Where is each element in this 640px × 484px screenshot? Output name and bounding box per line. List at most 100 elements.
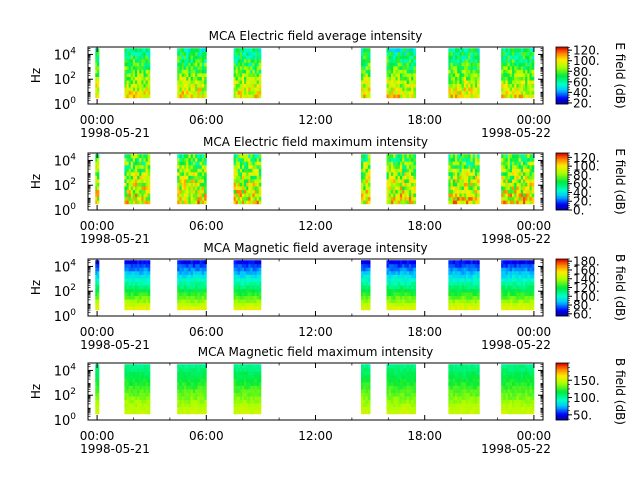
spectrogram-cell: [368, 410, 371, 414]
data-interval-block: [361, 154, 371, 204]
spectrogram-cell: [97, 303, 99, 307]
spectrogram-cell: [204, 52, 207, 56]
data-interval-block: [234, 260, 262, 310]
spectrogram-cell: [97, 385, 99, 389]
chart-title: MCA Magnetic field maximum intensity: [198, 345, 434, 359]
spectrogram-cell: [368, 303, 371, 307]
spectrogram-cell: [361, 59, 364, 63]
spectrogram-cell: [148, 267, 151, 271]
spectrogram-cell: [413, 172, 416, 176]
spectrogram-cell: [97, 179, 99, 183]
spectrogram-cell: [259, 80, 262, 84]
spectrogram-cell: [368, 292, 371, 296]
spectrogram-cell: [97, 62, 99, 66]
spectrogram-cell: [361, 52, 364, 56]
spectrogram-cell: [204, 158, 207, 162]
spectrogram-cell: [361, 80, 364, 84]
spectrogram-cell: [148, 393, 151, 397]
spectrogram-cell: [204, 66, 207, 70]
spectrogram-cell: [363, 292, 366, 296]
spectrogram-cell: [148, 281, 151, 285]
spectrogram-cell: [97, 400, 99, 404]
spectrogram-cell: [148, 48, 151, 52]
spectrogram-cell: [477, 168, 480, 172]
spectrogram-cell: [477, 267, 480, 271]
spectrogram-cell: [368, 306, 371, 310]
spectrogram-cell: [259, 165, 262, 169]
spectrogram-cell: [413, 267, 416, 271]
spectrogram-cell: [148, 77, 151, 81]
spectrogram-cell: [361, 91, 364, 95]
spectrogram-cell: [204, 281, 207, 285]
y-tick-label: 104: [54, 152, 77, 169]
spectrogram-cell: [413, 48, 416, 52]
spectrogram-cell: [532, 281, 535, 285]
spectrogram-cell: [259, 385, 262, 389]
spectrogram-cell: [97, 296, 99, 300]
y-tick-base: 10: [54, 179, 71, 194]
spectrogram-cell: [97, 193, 99, 197]
spectrogram-cell: [259, 84, 262, 88]
data-interval-block: [124, 260, 150, 310]
spectrogram-cell: [204, 271, 207, 275]
spectrogram-cell: [148, 197, 151, 201]
spectrogram-cell: [204, 378, 207, 382]
spectrogram-cell: [361, 190, 364, 194]
spectrogram-cell: [259, 271, 262, 275]
spectrogram-cell: [361, 396, 364, 400]
spectrogram-cell: [361, 161, 364, 165]
spectrogram-cell: [204, 267, 207, 271]
spectrogram-cell: [363, 80, 366, 84]
spectrogram-cell: [366, 281, 369, 285]
spectrogram-cell: [361, 158, 364, 162]
spectrogram-cell: [368, 260, 371, 264]
spectrogram-cell: [368, 161, 371, 165]
spectrogram-cell: [413, 69, 416, 73]
spectrogram-cell: [368, 371, 371, 375]
y-tick-label: 100: [54, 308, 77, 325]
spectrogram-cell: [361, 375, 364, 379]
spectrogram-cell: [259, 69, 262, 73]
spectrogram-cell: [477, 175, 480, 179]
spectrogram-cell: [148, 271, 151, 275]
spectrogram-cell: [413, 91, 416, 95]
spectrogram-cell: [361, 292, 364, 296]
data-interval-block: [386, 48, 416, 98]
spectrogram-cell: [477, 84, 480, 88]
spectrogram-cell: [204, 306, 207, 310]
spectrogram-cell: [366, 393, 369, 397]
x-tick-label: 18:00: [407, 325, 442, 339]
spectrogram-cell: [97, 281, 99, 285]
x-tick-label: 00:00: [517, 325, 552, 339]
spectrogram-cell: [361, 303, 364, 307]
spectrogram-cell: [204, 264, 207, 268]
spectrogram-cell: [97, 183, 99, 187]
spectrogram-cell: [97, 410, 99, 414]
spectrogram-cell: [413, 274, 416, 278]
spectrogram-cell: [477, 59, 480, 63]
colorbar-label: B field (dB): [613, 254, 627, 321]
spectrogram-cell: [477, 197, 480, 201]
data-interval-block: [95, 260, 99, 310]
spectrogram-cell: [368, 289, 371, 293]
spectrogram-cell: [361, 382, 364, 386]
spectrogram-cell: [148, 368, 151, 372]
spectrogram-cell: [259, 389, 262, 393]
spectrogram-cell: [363, 378, 366, 382]
spectrogram-cell: [97, 91, 99, 95]
spectrogram-cell: [148, 154, 151, 158]
y-tick-label: 100: [54, 96, 77, 113]
spectrogram-cell: [97, 378, 99, 382]
spectrogram-cell: [363, 200, 366, 204]
spectrogram-cell: [204, 69, 207, 73]
data-interval-block: [448, 260, 479, 310]
spectrogram-cell: [366, 183, 369, 187]
spectrogram-cell: [148, 168, 151, 172]
spectrogram-cell: [148, 55, 151, 59]
spectrogram-cell: [532, 84, 535, 88]
data-interval-block: [361, 260, 371, 310]
spectrogram-cell: [361, 264, 364, 268]
spectrogram-cell: [366, 193, 369, 197]
spectrogram-cell: [368, 368, 371, 372]
spectrogram-cell: [204, 73, 207, 77]
